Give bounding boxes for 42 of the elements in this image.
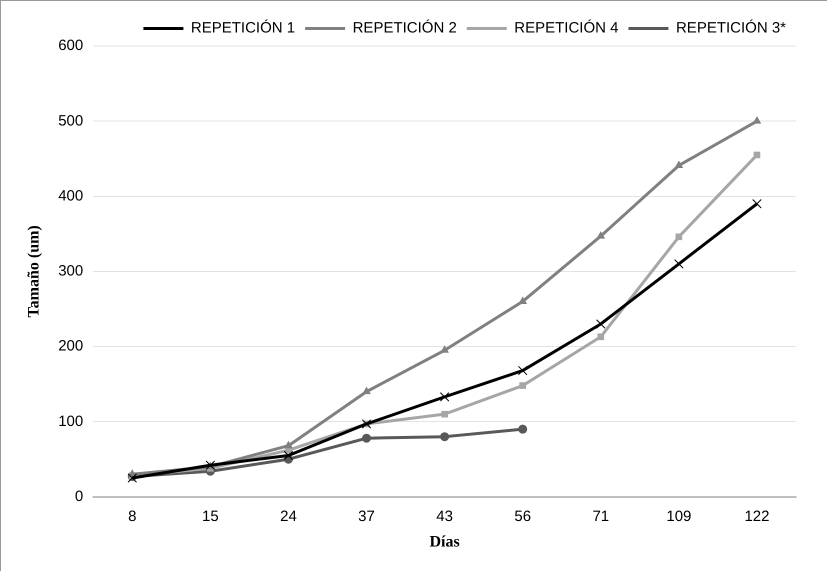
y-tick-label: 400 [58,187,84,204]
point [596,319,606,329]
y-tick-label: 200 [58,338,84,355]
y-tick-label: 600 [58,37,84,54]
x-tick-label: 109 [666,508,692,525]
point [597,333,604,340]
point [440,392,450,402]
point [518,296,527,304]
legend-label: REPETICIÓN 3* [676,18,786,37]
point [362,387,370,394]
point [752,199,762,209]
x-tick-label: 71 [592,508,610,525]
y-tick-label: 0 [74,488,84,505]
x-axis-title: Días [429,534,460,551]
point [362,434,372,443]
point [518,424,528,434]
legend-label: REPETICIÓN 1 [190,18,296,37]
point [754,152,760,158]
point [284,450,294,460]
x-tick-label: 8 [128,508,136,525]
x-tick-label: 43 [436,508,453,525]
point [441,410,448,418]
point [284,441,292,448]
x-tick-label: 24 [280,508,297,525]
point [596,232,605,239]
point [674,160,683,168]
point [440,346,449,353]
x-tick-label: 122 [744,508,770,525]
y-tick-label: 500 [58,112,84,130]
x-tick-label: 56 [514,508,532,525]
x-tick-label: 37 [358,508,375,525]
point [674,259,684,269]
point [676,234,682,240]
point [518,366,528,376]
y-tick-label: 100 [58,412,84,430]
legend-label: REPETICIÓN 2 [352,18,457,37]
point [440,432,450,442]
y-axis-title: Tamaño (um) [26,225,43,318]
point [519,382,526,389]
y-tick-label: 300 [58,262,84,280]
x-tick-label: 15 [202,508,219,525]
legend-label: REPETICIÓN 4 [514,18,618,37]
